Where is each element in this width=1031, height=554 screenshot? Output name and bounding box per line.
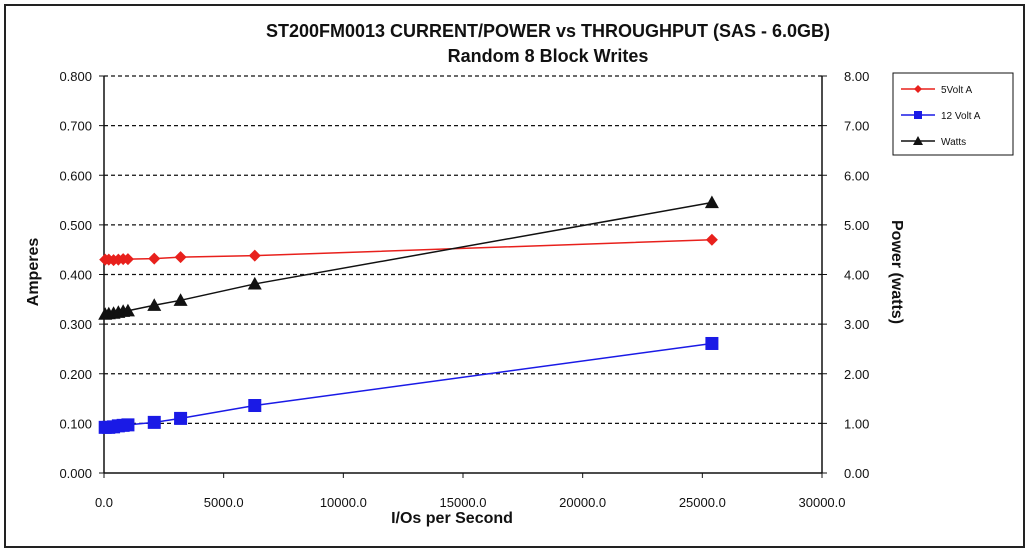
gridlines	[104, 124, 822, 425]
x-tick-label: 10000.0	[320, 495, 367, 510]
x-tick-label: 30000.0	[799, 495, 846, 510]
y-tick-label: 0.000	[59, 466, 92, 481]
data-point	[705, 336, 719, 350]
series-2	[98, 195, 719, 320]
series-0	[99, 233, 718, 267]
data-point	[174, 411, 188, 425]
y-axis-label: Amperes	[25, 238, 42, 307]
y2-tick-label: 2.00	[844, 367, 869, 382]
y-tick-label: 0.300	[59, 317, 92, 332]
data-point	[247, 276, 262, 290]
legend: 5Volt A 12 Volt A Watts	[892, 72, 1014, 156]
data-point	[173, 293, 188, 306]
series-layer	[98, 195, 719, 434]
legend-item: 5Volt A	[901, 85, 972, 96]
legend-marker	[914, 111, 922, 119]
series-1	[98, 336, 719, 434]
x-tick-label: 25000.0	[679, 495, 726, 510]
data-point	[705, 233, 718, 246]
series-line	[105, 342, 713, 429]
y2-tick-label: 4.00	[844, 268, 869, 283]
data-point	[174, 251, 187, 264]
chart-title: ST200FM0013 CURRENT/POWER vs THROUGHPUT …	[266, 21, 830, 41]
y-tick-label: 0.100	[59, 416, 92, 431]
legend-marker	[914, 85, 922, 93]
x-axis-label: I/Os per Second	[391, 510, 513, 527]
x-tick-label: 15000.0	[440, 495, 487, 510]
y-tick-label: 0.800	[59, 69, 92, 84]
y2-tick-label: 3.00	[844, 317, 869, 332]
y2-tick-label: 7.00	[844, 119, 869, 134]
legend-label: 5Volt A	[941, 85, 972, 96]
y2-tick-label: 8.00	[844, 69, 869, 84]
legend-item: 12 Volt A	[901, 111, 981, 122]
data-point	[121, 418, 135, 432]
legend-label: Watts	[941, 137, 966, 148]
x-tick-label: 20000.0	[559, 495, 606, 510]
y2-tick-label: 5.00	[844, 218, 869, 233]
data-point	[248, 399, 262, 413]
x-axis-ticks: 0.0 5000.0 10000.0 15000.0 20000.0 25000.0 300…	[95, 473, 846, 510]
series-line	[105, 201, 713, 315]
y-tick-label: 0.700	[59, 119, 92, 134]
legend-marker	[913, 136, 923, 145]
data-point	[120, 303, 135, 317]
data-point	[248, 249, 261, 262]
y-axis-ticks: 0.000 0.100 0.200 0.300 0.400 0.500 0.600 0.700…	[59, 69, 104, 481]
data-point	[147, 415, 161, 429]
legend-item: Watts	[901, 136, 966, 148]
y2-axis-label: Power (watts)	[888, 220, 905, 324]
y2-tick-label: 0.00	[844, 466, 869, 481]
chart-frame	[4, 4, 1025, 548]
data-point	[147, 298, 162, 311]
y-tick-label: 0.600	[59, 168, 92, 183]
x-tick-label: 5000.0	[204, 495, 244, 510]
chart-subtitle: Random 8 Block Writes	[448, 46, 649, 66]
y2-tick-label: 1.00	[844, 416, 869, 431]
y2-tick-label: 6.00	[844, 168, 869, 183]
y-tick-label: 0.200	[59, 367, 92, 382]
data-point	[148, 252, 161, 265]
data-point	[704, 195, 719, 209]
y-tick-label: 0.400	[59, 268, 92, 283]
x-tick-label: 0.0	[95, 495, 113, 510]
legend-label: 12 Volt A	[941, 111, 981, 122]
y2-axis-ticks: 0.00 1.00 2.00 3.00 4.00 5.00 6.00 7.00 8.00	[822, 69, 869, 481]
data-point	[121, 253, 134, 266]
y-tick-label: 0.500	[59, 218, 92, 233]
